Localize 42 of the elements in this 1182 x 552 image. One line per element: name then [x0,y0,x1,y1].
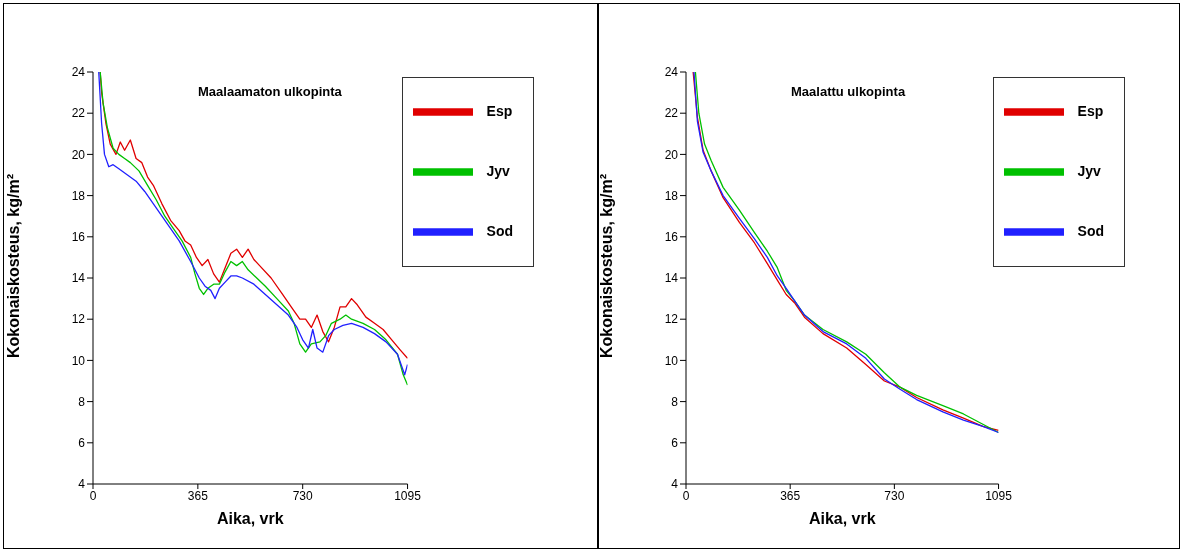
y-tick-label: 12 [664,312,679,327]
y-axis-title: Kokonaiskosteus, kg/m² [597,173,615,358]
x-tick-label: 365 [187,488,209,503]
x-tick-label: 1095 [394,488,422,503]
y-tick-label: 4 [671,477,679,492]
y-tick-label: 18 [71,188,86,203]
legend-label: Esp [1077,102,1104,119]
x-axis-title: Aika, vrk [216,510,284,527]
legend-label: Jyv [1077,162,1101,179]
y-tick-label: 14 [664,271,679,286]
y-tick-label: 10 [71,353,86,368]
x-tick-label: 1095 [985,488,1013,503]
y-tick-label: 6 [78,436,86,451]
y-tick-label: 20 [71,147,86,162]
x-tick-label: 365 [780,488,801,503]
y-tick-label: 22 [664,106,679,121]
y-tick-label: 16 [664,230,679,245]
legend-label: Esp [486,102,513,119]
y-tick-label: 24 [71,65,86,80]
y-tick-label: 16 [71,230,86,245]
y-tick-label: 14 [71,271,86,286]
x-axis-title: Aika, vrk [808,510,876,527]
y-tick-label: 18 [664,188,679,203]
x-tick-label: 730 [292,488,314,503]
text: Maalattu ulkopinta [791,84,907,99]
x-tick-label: 730 [884,488,905,503]
y-tick-label: 24 [664,65,679,80]
x-tick-label: 0 [682,488,690,503]
y-tick-label: 10 [664,353,679,368]
legend-label: Jyv [486,162,510,179]
legend-label: Sod [1077,222,1104,239]
y-tick-label: 6 [671,436,679,451]
y-tick-label: 4 [78,477,86,492]
legend-label: Sod [486,222,513,239]
y-tick-label: 20 [664,147,679,162]
y-tick-label: 8 [78,394,86,409]
x-tick-label: 0 [89,488,97,503]
y-tick-label: 8 [671,394,679,409]
y-tick-label: 22 [71,106,86,121]
text: Maalaamaton ulkopinta [198,84,343,99]
y-tick-label: 12 [71,312,86,327]
y-axis-title: Kokonaiskosteus, kg/m² [4,173,22,358]
